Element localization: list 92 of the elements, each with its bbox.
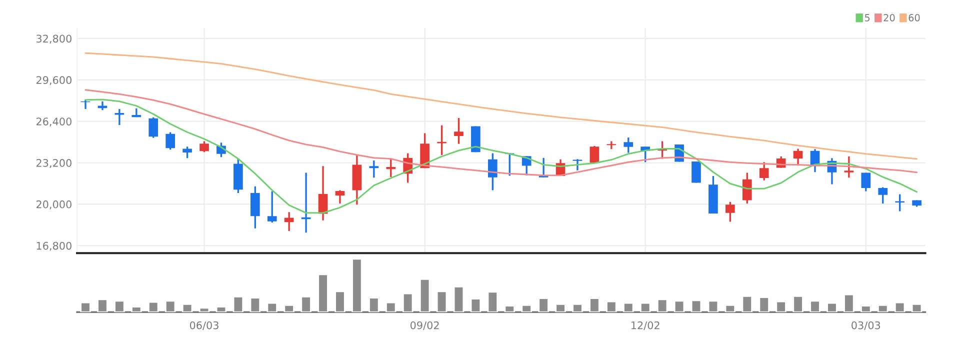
x-tick-label: 12/02 xyxy=(631,321,660,330)
x-tick-label: 03/03 xyxy=(852,321,880,330)
bar xyxy=(266,302,278,312)
candlestick xyxy=(793,148,803,166)
bar xyxy=(182,303,193,312)
candlestick xyxy=(759,161,769,182)
bar xyxy=(284,304,294,312)
candlestick xyxy=(742,172,752,204)
legend-label: 60 xyxy=(908,14,920,22)
bar xyxy=(860,305,872,312)
bar xyxy=(250,297,261,312)
bar xyxy=(572,303,583,312)
candlestick xyxy=(369,160,379,178)
bar xyxy=(555,303,566,312)
bar xyxy=(690,300,702,312)
bar xyxy=(232,296,244,312)
candlestick xyxy=(284,211,294,232)
bar xyxy=(148,301,159,312)
bar xyxy=(131,306,142,312)
y-tick-label: 23,200 xyxy=(36,159,72,168)
candlestick xyxy=(182,146,192,159)
candlestick xyxy=(606,140,616,150)
bar xyxy=(368,297,380,312)
bar xyxy=(792,295,804,312)
bar xyxy=(114,300,125,312)
bar xyxy=(826,302,838,312)
bar xyxy=(521,304,532,312)
legend-label: 20 xyxy=(884,14,895,22)
y-tick-label: 32,800 xyxy=(36,34,72,44)
bar xyxy=(640,302,651,312)
bar xyxy=(487,291,498,312)
candlestick xyxy=(250,186,260,230)
bar xyxy=(318,274,328,312)
candlestick xyxy=(590,145,600,164)
bar xyxy=(656,298,668,312)
bar xyxy=(470,298,482,312)
candlestick xyxy=(335,189,345,204)
candlestick xyxy=(166,131,175,150)
bar xyxy=(894,302,906,312)
y-tick-label: 20,000 xyxy=(36,200,72,210)
bar xyxy=(216,306,227,312)
line-series xyxy=(84,89,918,176)
bar xyxy=(776,300,786,312)
x-tick-label: 09/02 xyxy=(410,321,439,330)
bar xyxy=(164,300,176,312)
candlestick xyxy=(200,140,209,153)
line-series xyxy=(84,98,918,214)
y-tick-label: 29,600 xyxy=(36,76,72,86)
legend-label: 5 xyxy=(864,14,870,22)
bar xyxy=(300,296,312,312)
line-series xyxy=(84,52,918,160)
candlestick xyxy=(538,157,548,178)
y-tick-label: 26,400 xyxy=(36,118,72,127)
bar xyxy=(504,305,515,312)
candlestick xyxy=(386,158,396,178)
bar xyxy=(911,303,922,312)
x-tick-label: 06/03 xyxy=(190,321,218,330)
bar xyxy=(878,304,888,312)
candlestick xyxy=(318,165,328,222)
bar xyxy=(606,300,617,312)
bar xyxy=(419,278,430,312)
bar xyxy=(538,298,549,312)
bar xyxy=(674,300,685,312)
bar xyxy=(708,300,719,312)
bar xyxy=(724,304,736,312)
bar xyxy=(352,258,362,312)
bar xyxy=(97,298,108,312)
candlestick xyxy=(895,193,904,212)
bar xyxy=(436,290,448,312)
bar xyxy=(844,294,854,312)
candlestick xyxy=(267,190,277,224)
bar xyxy=(758,296,770,312)
bar xyxy=(386,302,396,312)
y-tick-label: 16,800 xyxy=(36,242,72,251)
bar xyxy=(402,292,414,312)
candlestick xyxy=(878,186,888,204)
bar xyxy=(80,302,91,312)
bar xyxy=(810,300,820,312)
candlestick xyxy=(488,152,498,192)
bar xyxy=(198,307,210,312)
candlestick xyxy=(861,172,871,192)
candlestick xyxy=(454,117,464,145)
candlestick xyxy=(572,158,582,172)
candlestick xyxy=(726,201,735,223)
candlestick xyxy=(844,156,854,178)
bar xyxy=(623,302,634,312)
candlestick xyxy=(148,116,158,139)
bar xyxy=(334,290,346,312)
bar xyxy=(742,295,753,312)
bar xyxy=(589,298,600,312)
candlestick xyxy=(624,136,634,154)
bar xyxy=(453,286,464,312)
